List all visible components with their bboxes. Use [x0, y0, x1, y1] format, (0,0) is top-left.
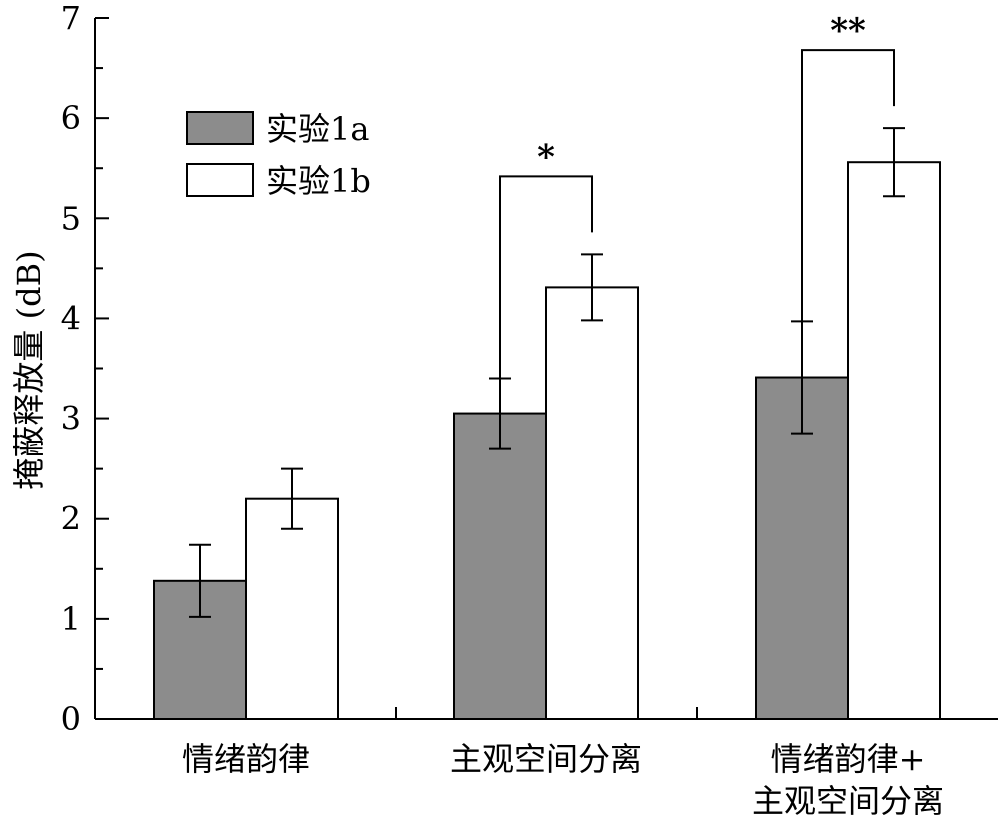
bar-series-b: [847, 161, 941, 721]
bar-series-b: [245, 497, 339, 720]
error-bars: [189, 127, 905, 618]
y-tick-label: 2: [61, 500, 81, 538]
legend-swatch: [186, 111, 254, 145]
legend-label: 实验1b: [266, 162, 371, 200]
y-tick-label: 1: [61, 600, 81, 638]
y-tick-label: 6: [61, 99, 81, 137]
legend: 实验1a 实验1b: [186, 110, 371, 200]
y-tick-label: 3: [61, 400, 81, 438]
significance-label: *: [537, 137, 555, 177]
significance-markers: ***: [499, 11, 895, 391]
significance-bracket: [801, 49, 895, 334]
legend-label: 实验1a: [266, 110, 369, 148]
bar-series-b: [545, 286, 639, 720]
significance-bracket: [499, 175, 593, 391]
y-axis-label: 掩蔽释放量 (dB): [10, 250, 48, 489]
y-tick-label: 4: [61, 299, 81, 337]
x-tick-label: 情绪韵律: [182, 740, 310, 778]
x-tick-label: 主观空间分离: [752, 782, 944, 820]
x-tick-label: 主观空间分离: [450, 740, 642, 778]
y-tick-label: 0: [61, 700, 81, 738]
y-tick-label: 7: [61, 0, 81, 37]
bar-series-a: [453, 412, 547, 720]
legend-swatch: [186, 163, 254, 197]
significance-label: **: [830, 11, 866, 51]
y-tick-label: 5: [61, 199, 81, 237]
x-tick-label: 情绪韵律+: [771, 740, 926, 778]
bars: [153, 161, 941, 721]
